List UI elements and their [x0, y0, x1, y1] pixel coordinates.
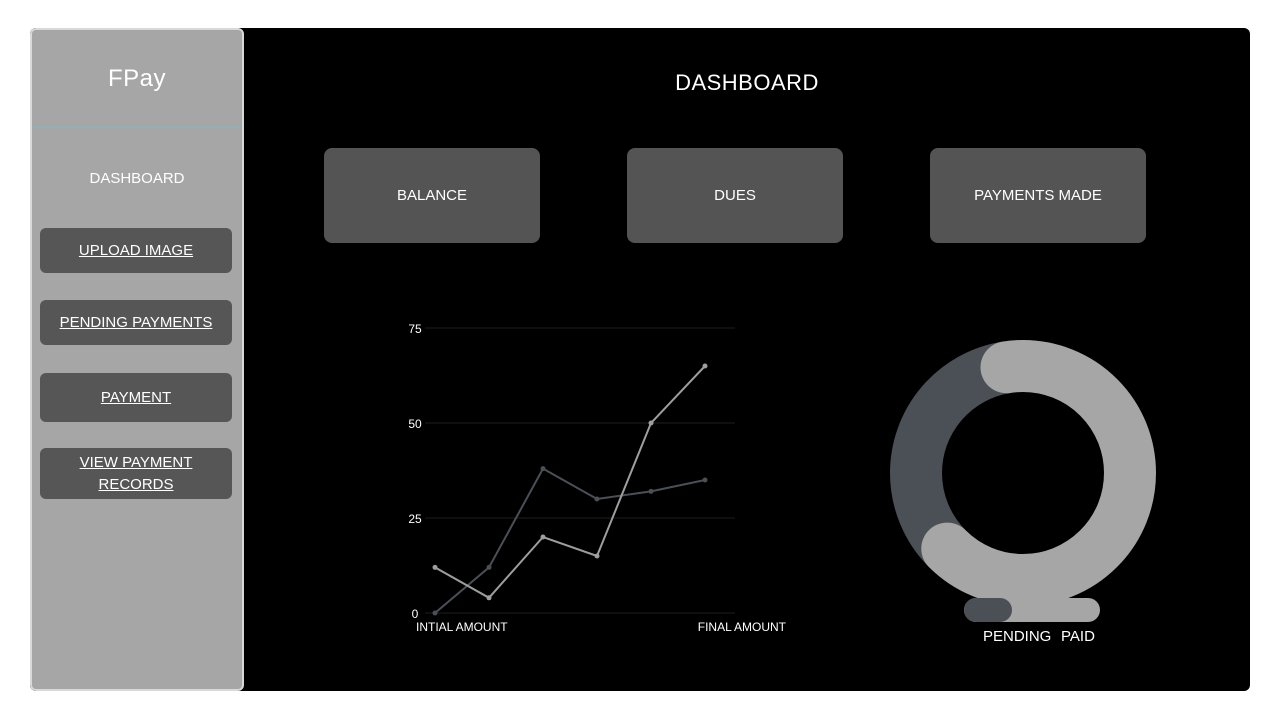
y-tick-label: 0 [412, 607, 419, 621]
data-point [432, 564, 438, 570]
x-axis-label-left: INTIAL AMOUNT [416, 620, 508, 634]
data-point [702, 477, 708, 483]
y-tick-label: 25 [408, 512, 422, 526]
x-axis-label-right: FINAL AMOUNT [698, 620, 787, 634]
page-title: DASHBOARD [675, 70, 819, 95]
legend-label-pending: PENDING [983, 628, 1052, 645]
legend-pending-fill [964, 598, 1012, 622]
legend-label-paid: PAID [1061, 628, 1095, 645]
line-chart: 0 25 50 75 INTIAL AMOUNT FINAL AMOUNT [408, 322, 787, 634]
view-payment-records-button[interactable]: VIEW PAYMENT RECORDS [40, 448, 232, 499]
brand-logo: FPay [32, 30, 242, 128]
dues-card[interactable]: DUES [627, 148, 843, 243]
data-point [702, 363, 708, 369]
data-point [648, 488, 654, 494]
donut-slice-paid [890, 340, 1156, 598]
balance-card[interactable]: BALANCE [324, 148, 540, 243]
series-line [434, 365, 706, 600]
pending-payments-button[interactable]: PENDING PAYMENTS [40, 300, 232, 345]
app-window: FPay DASHBOARD UPLOAD IMAGE PENDING PAYM… [30, 28, 1250, 691]
legend-bar [964, 598, 1100, 622]
payments-made-card[interactable]: PAYMENTS MADE [930, 148, 1146, 243]
data-point [594, 553, 600, 559]
data-point [540, 534, 546, 540]
y-tick-label: 75 [408, 322, 422, 336]
sidebar-item-dashboard[interactable]: DASHBOARD [89, 170, 185, 187]
payment-button[interactable]: PAYMENT [40, 373, 232, 422]
data-point [648, 420, 654, 426]
data-point [540, 466, 546, 472]
sidebar: FPay DASHBOARD UPLOAD IMAGE PENDING PAYM… [30, 28, 244, 691]
data-point [486, 595, 492, 601]
donut-slice-pending [890, 340, 1156, 598]
donut-chart [890, 340, 1156, 598]
y-tick-label: 50 [408, 417, 422, 431]
series-line [434, 467, 706, 614]
data-point [432, 610, 438, 616]
data-point [486, 564, 492, 570]
upload-image-button[interactable]: UPLOAD IMAGE [40, 228, 232, 273]
data-point [594, 496, 600, 502]
